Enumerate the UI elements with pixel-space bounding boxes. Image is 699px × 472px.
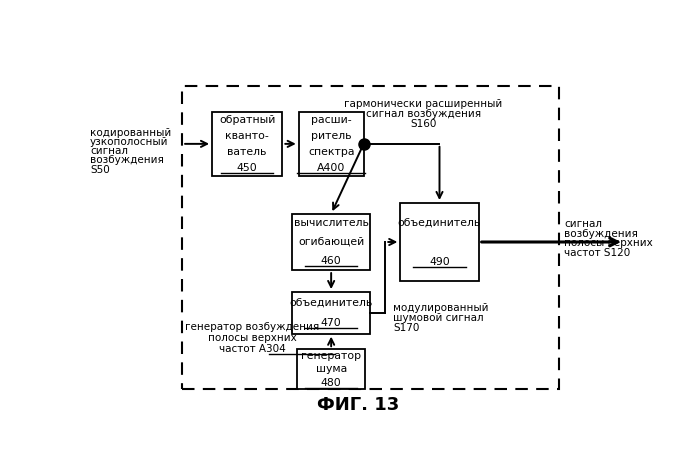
Text: сигнал: сигнал: [90, 146, 128, 156]
Text: спектра: спектра: [308, 147, 354, 157]
Text: частот А304: частот А304: [219, 344, 286, 354]
Text: кванто-: кванто-: [225, 131, 269, 141]
Text: обратный: обратный: [219, 115, 275, 125]
Text: возбуждения: возбуждения: [90, 155, 164, 165]
Text: гармонически расширенный: гармонически расширенный: [344, 99, 503, 109]
Text: вычислитель: вычислитель: [294, 218, 368, 228]
Bar: [292, 292, 370, 334]
Text: S50: S50: [90, 165, 110, 175]
Bar: [298, 112, 363, 176]
Bar: [297, 349, 365, 389]
Text: расши-: расши-: [311, 115, 352, 125]
Text: узкополосный: узкополосный: [90, 137, 168, 147]
Text: кодированный: кодированный: [90, 128, 171, 138]
Text: 480: 480: [321, 378, 342, 388]
Text: S170: S170: [394, 323, 420, 334]
Text: ритель: ритель: [311, 131, 352, 141]
Text: 490: 490: [429, 256, 450, 267]
Text: сигнал: сигнал: [564, 219, 602, 229]
Bar: [292, 214, 370, 270]
Text: генератор возбуждения: генератор возбуждения: [185, 322, 319, 332]
Text: шумовой сигнал: шумовой сигнал: [394, 313, 484, 323]
Text: ФИГ. 13: ФИГ. 13: [317, 396, 399, 413]
Bar: [401, 203, 479, 281]
Text: А400: А400: [317, 163, 345, 173]
Text: объединитель: объединитель: [398, 218, 481, 228]
Text: частот S120: частот S120: [564, 248, 630, 258]
Text: ватель: ватель: [227, 147, 267, 157]
Text: шума: шума: [315, 364, 347, 374]
Text: возбуждения: возбуждения: [564, 228, 638, 239]
Text: 460: 460: [321, 256, 342, 266]
Text: 450: 450: [237, 163, 257, 173]
Text: модулированный: модулированный: [394, 303, 489, 313]
Text: полосы верхних: полосы верхних: [208, 333, 297, 343]
Text: 470: 470: [321, 318, 342, 329]
Text: полосы верхних: полосы верхних: [564, 238, 653, 248]
Text: сигнал возбуждения: сигнал возбуждения: [366, 109, 481, 119]
Text: огибающей: огибающей: [298, 237, 364, 247]
Bar: [212, 112, 282, 176]
Text: генератор: генератор: [301, 351, 361, 361]
Text: объединитель: объединитель: [289, 297, 373, 307]
Text: S160: S160: [410, 119, 436, 129]
